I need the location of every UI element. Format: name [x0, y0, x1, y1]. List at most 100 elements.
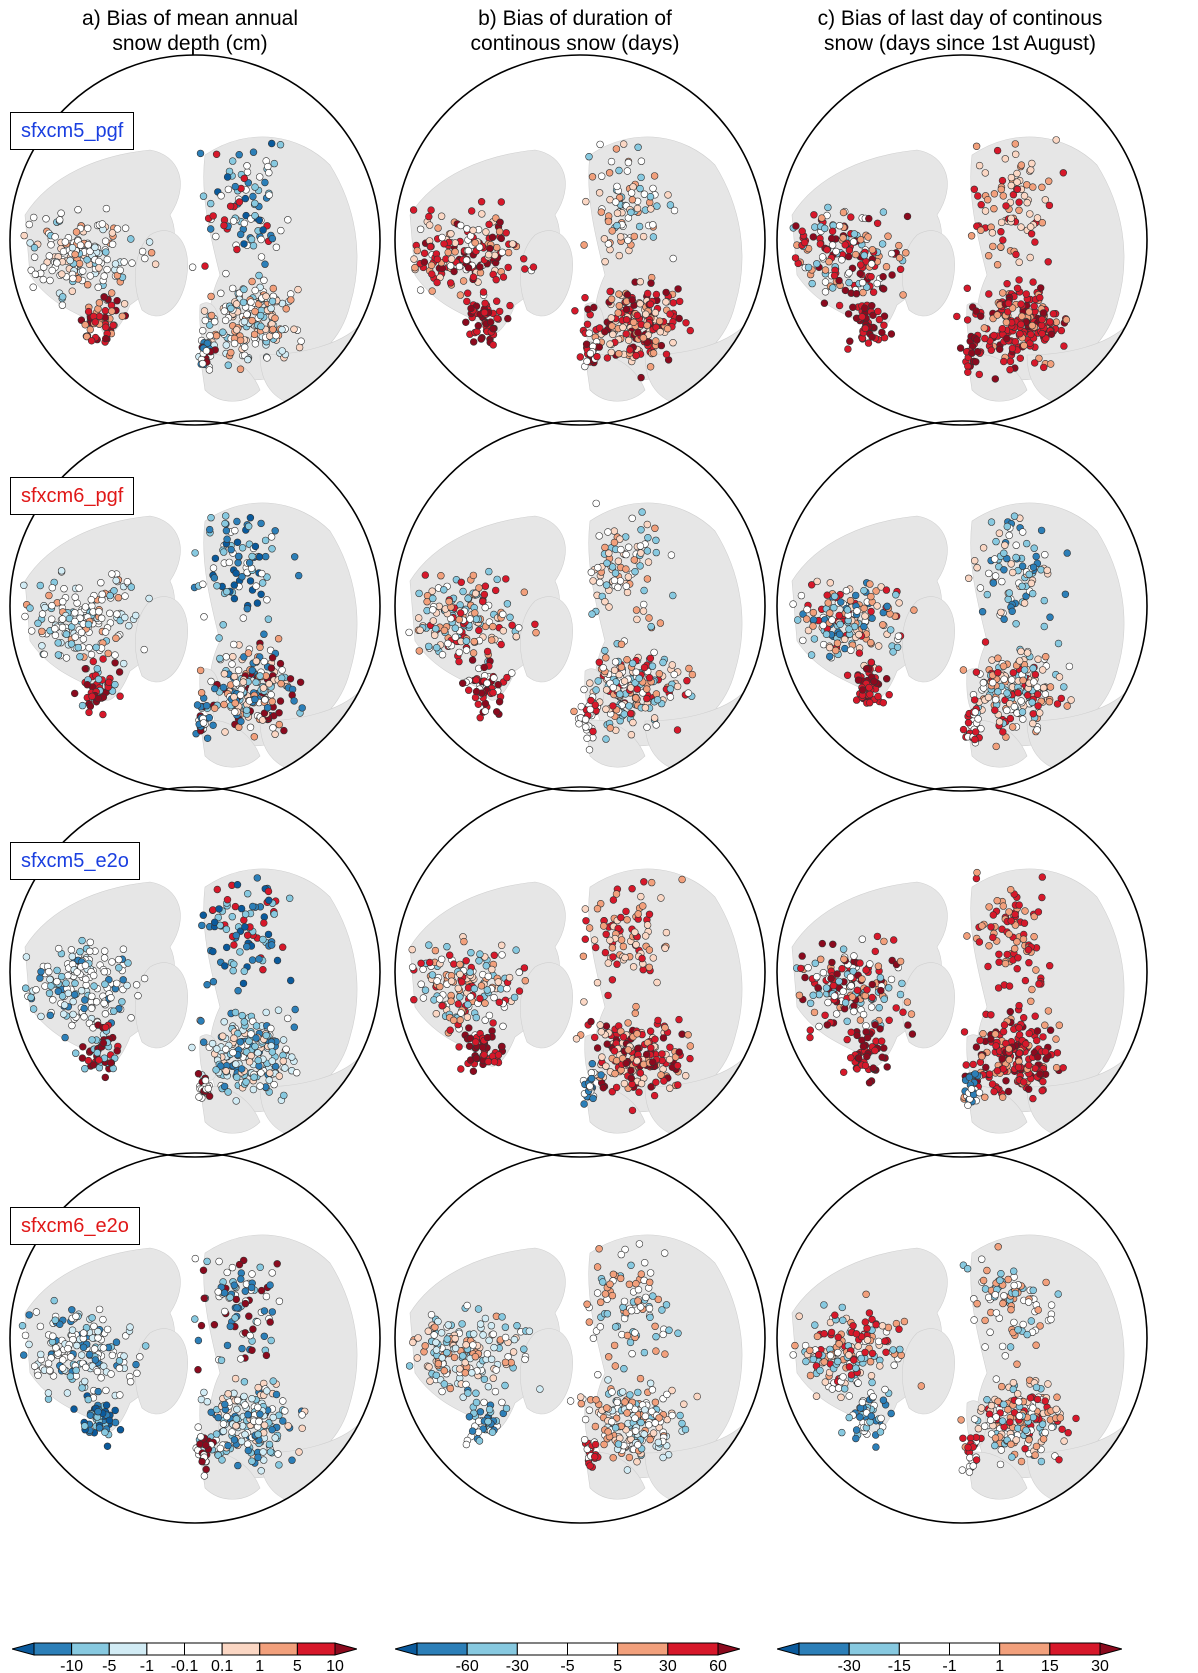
- station-marker: [267, 664, 276, 672]
- station-marker: [647, 622, 655, 631]
- station-marker: [825, 643, 834, 652]
- station-marker: [445, 597, 453, 606]
- station-marker: [209, 212, 217, 220]
- station-marker: [999, 662, 1008, 670]
- station-marker: [248, 277, 256, 286]
- station-marker: [127, 1014, 135, 1022]
- station-marker: [588, 610, 596, 618]
- station-marker: [597, 1028, 606, 1036]
- station-marker: [868, 333, 876, 341]
- station-marker: [508, 621, 516, 629]
- station-marker: [278, 347, 286, 355]
- station-marker: [1039, 1077, 1047, 1086]
- station-marker: [250, 330, 259, 339]
- station-marker: [972, 1043, 981, 1051]
- station-marker: [111, 680, 119, 689]
- station-marker: [624, 573, 633, 581]
- station-marker: [469, 649, 478, 657]
- station-marker: [1014, 954, 1022, 962]
- station-marker: [443, 943, 451, 951]
- station-marker: [1033, 214, 1042, 222]
- station-marker: [124, 959, 132, 967]
- station-marker: [628, 884, 636, 893]
- station-marker: [1063, 549, 1071, 557]
- station-marker: [623, 167, 632, 175]
- station-marker: [447, 614, 455, 623]
- station-marker: [990, 205, 998, 213]
- station-marker: [204, 1084, 213, 1093]
- station-marker: [45, 989, 54, 998]
- station-marker: [884, 984, 893, 992]
- station-marker: [240, 1018, 249, 1026]
- station-marker: [874, 692, 882, 701]
- station-marker: [1007, 885, 1015, 894]
- station-marker: [860, 622, 868, 631]
- station-marker: [652, 536, 660, 545]
- station-marker: [868, 302, 876, 310]
- station-marker: [652, 337, 660, 345]
- station-marker: [808, 581, 816, 589]
- column-title-a: a) Bias of mean annual snow depth (cm): [10, 6, 370, 56]
- station-marker: [231, 526, 239, 535]
- station-marker: [296, 678, 305, 686]
- station-marker: [69, 1335, 77, 1344]
- station-marker: [207, 225, 215, 233]
- station-marker: [486, 244, 494, 253]
- station-marker: [809, 622, 817, 630]
- station-marker: [90, 982, 98, 990]
- station-marker: [128, 259, 136, 267]
- station-marker: [48, 266, 56, 275]
- station-marker: [1031, 238, 1039, 246]
- station-marker: [1038, 329, 1046, 338]
- station-marker: [1028, 159, 1036, 168]
- station-marker: [591, 701, 600, 709]
- station-marker: [97, 614, 106, 623]
- station-marker: [835, 222, 844, 230]
- station-marker: [209, 564, 218, 572]
- station-marker: [813, 577, 821, 586]
- station-marker: [219, 683, 228, 692]
- station-marker: [864, 233, 872, 241]
- station-marker: [456, 970, 464, 979]
- station-marker: [237, 904, 246, 913]
- station-marker: [247, 1052, 255, 1060]
- station-marker: [806, 1026, 814, 1034]
- station-marker: [76, 948, 84, 956]
- station-marker: [816, 955, 825, 964]
- station-marker: [635, 222, 644, 231]
- station-marker: [1018, 312, 1026, 320]
- station-marker: [1065, 662, 1074, 671]
- station-marker: [503, 984, 511, 993]
- station-marker: [593, 1044, 602, 1052]
- station-marker: [598, 1053, 606, 1061]
- station-marker: [46, 276, 54, 285]
- station-marker: [474, 322, 483, 330]
- station-marker: [806, 999, 815, 1008]
- station-marker: [67, 640, 76, 648]
- station-marker: [585, 152, 593, 161]
- station-marker: [998, 1055, 1006, 1063]
- station-marker: [843, 1017, 851, 1026]
- station-marker: [240, 174, 249, 183]
- station-marker: [73, 1341, 81, 1350]
- station-marker: [610, 527, 619, 535]
- map-panel: [390, 782, 770, 1162]
- station-marker: [440, 586, 448, 594]
- station-marker: [51, 233, 59, 241]
- station-marker: [471, 239, 479, 247]
- station-marker: [628, 1106, 637, 1115]
- station-marker: [231, 182, 240, 191]
- station-marker: [985, 903, 993, 911]
- station-marker: [477, 982, 486, 990]
- station-marker: [223, 943, 231, 952]
- station-marker: [580, 1100, 588, 1108]
- station-marker: [880, 1044, 888, 1052]
- station-marker: [1022, 1040, 1030, 1048]
- station-marker: [880, 321, 888, 329]
- station-marker: [220, 670, 229, 678]
- station-marker: [839, 987, 847, 996]
- station-marker: [873, 932, 882, 941]
- station-marker: [206, 332, 214, 340]
- station-marker: [29, 1005, 38, 1013]
- station-marker: [81, 961, 90, 970]
